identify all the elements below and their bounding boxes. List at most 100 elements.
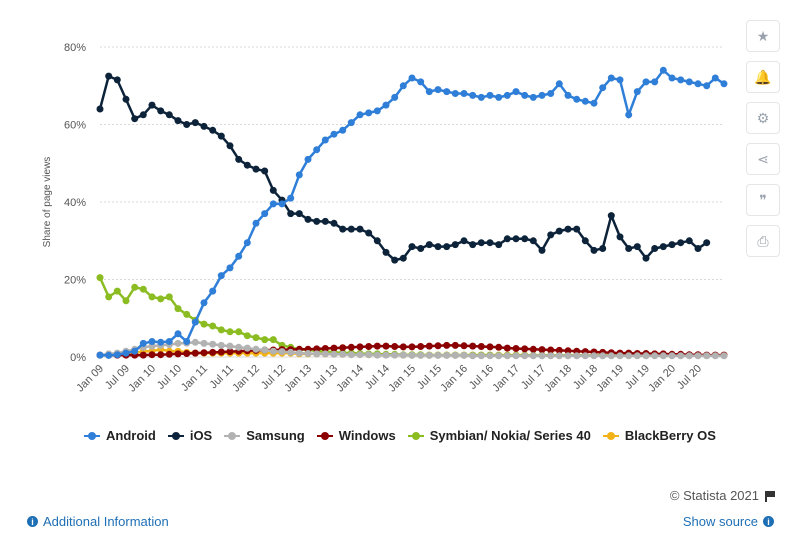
data-point[interactable]	[391, 256, 399, 264]
data-point[interactable]	[434, 342, 442, 350]
data-point[interactable]	[685, 78, 693, 86]
legend-item[interactable]: Samsung	[224, 428, 305, 443]
data-point[interactable]	[642, 78, 650, 86]
data-point[interactable]	[209, 126, 217, 134]
data-point[interactable]	[486, 343, 494, 351]
data-point[interactable]	[564, 225, 572, 233]
data-point[interactable]	[105, 351, 113, 359]
data-point[interactable]	[399, 351, 407, 359]
data-point[interactable]	[96, 274, 104, 282]
data-point[interactable]	[642, 254, 650, 262]
data-point[interactable]	[486, 91, 494, 99]
data-point[interactable]	[555, 80, 563, 88]
data-point[interactable]	[373, 237, 381, 245]
data-point[interactable]	[443, 351, 451, 359]
data-point[interactable]	[451, 90, 459, 97]
data-point[interactable]	[503, 344, 511, 352]
data-point[interactable]	[183, 310, 191, 318]
data-point[interactable]	[217, 272, 225, 280]
data-point[interactable]	[425, 351, 433, 359]
data-point[interactable]	[460, 351, 468, 359]
data-point[interactable]	[261, 336, 269, 344]
data-point[interactable]	[720, 80, 728, 88]
data-point[interactable]	[278, 348, 286, 356]
data-point[interactable]	[607, 74, 615, 82]
show-source-link[interactable]: Show source i	[683, 514, 774, 529]
data-point[interactable]	[469, 352, 477, 360]
data-point[interactable]	[226, 142, 234, 150]
data-point[interactable]	[304, 155, 312, 163]
data-point[interactable]	[529, 352, 537, 360]
data-point[interactable]	[295, 210, 303, 218]
data-point[interactable]	[287, 210, 295, 218]
data-point[interactable]	[625, 245, 633, 252]
data-point[interactable]	[226, 348, 234, 356]
data-point[interactable]	[183, 121, 191, 128]
data-point[interactable]	[321, 350, 329, 358]
data-point[interactable]	[226, 264, 234, 272]
data-point[interactable]	[495, 343, 503, 351]
data-point[interactable]	[287, 348, 295, 356]
data-point[interactable]	[226, 342, 234, 350]
data-point[interactable]	[720, 352, 728, 360]
data-point[interactable]	[165, 293, 173, 301]
data-point[interactable]	[659, 352, 667, 360]
data-point[interactable]	[269, 200, 277, 208]
data-point[interactable]	[183, 338, 191, 345]
data-point[interactable]	[694, 352, 702, 360]
data-point[interactable]	[304, 215, 312, 223]
data-point[interactable]	[512, 88, 520, 96]
data-point[interactable]	[235, 155, 243, 163]
data-point[interactable]	[139, 111, 147, 119]
data-point[interactable]	[685, 352, 693, 360]
data-point[interactable]	[547, 352, 555, 360]
data-point[interactable]	[581, 237, 589, 245]
data-point[interactable]	[599, 84, 607, 92]
data-point[interactable]	[477, 343, 485, 350]
data-point[interactable]	[131, 115, 139, 123]
data-point[interactable]	[633, 88, 641, 96]
data-point[interactable]	[486, 352, 494, 360]
data-point[interactable]	[365, 343, 373, 350]
data-point[interactable]	[417, 343, 425, 350]
data-point[interactable]	[529, 237, 537, 245]
data-point[interactable]	[356, 351, 364, 359]
flag-icon[interactable]	[765, 491, 775, 502]
data-point[interactable]	[365, 109, 373, 117]
data-point[interactable]	[642, 352, 650, 360]
data-point[interactable]	[209, 348, 217, 356]
data-point[interactable]	[408, 343, 416, 351]
data-point[interactable]	[252, 334, 260, 342]
data-point[interactable]	[105, 72, 113, 80]
data-point[interactable]	[512, 352, 520, 360]
data-point[interactable]	[313, 350, 321, 358]
data-point[interactable]	[651, 352, 659, 360]
legend-item[interactable]: BlackBerry OS	[602, 428, 716, 443]
data-point[interactable]	[174, 350, 182, 358]
data-point[interactable]	[625, 352, 633, 360]
data-point[interactable]	[581, 352, 589, 360]
data-point[interactable]	[347, 225, 355, 233]
star-button[interactable]: ★	[746, 20, 780, 52]
data-point[interactable]	[425, 88, 433, 96]
data-point[interactable]	[373, 342, 381, 350]
data-point[interactable]	[261, 167, 269, 175]
legend-item[interactable]: Windows	[316, 428, 396, 443]
data-point[interactable]	[113, 76, 121, 84]
data-point[interactable]	[503, 235, 511, 243]
data-point[interactable]	[555, 346, 563, 354]
data-point[interactable]	[96, 105, 104, 113]
data-point[interactable]	[356, 111, 364, 119]
data-point[interactable]	[564, 352, 572, 360]
data-point[interactable]	[503, 91, 511, 99]
data-point[interactable]	[321, 217, 329, 225]
data-point[interactable]	[330, 130, 338, 138]
data-point[interactable]	[243, 344, 251, 352]
data-point[interactable]	[711, 74, 719, 82]
gear-button[interactable]: ⚙	[746, 102, 780, 134]
data-point[interactable]	[243, 332, 251, 340]
data-point[interactable]	[668, 241, 676, 249]
data-point[interactable]	[174, 117, 182, 125]
data-point[interactable]	[295, 349, 303, 357]
data-point[interactable]	[668, 74, 676, 82]
